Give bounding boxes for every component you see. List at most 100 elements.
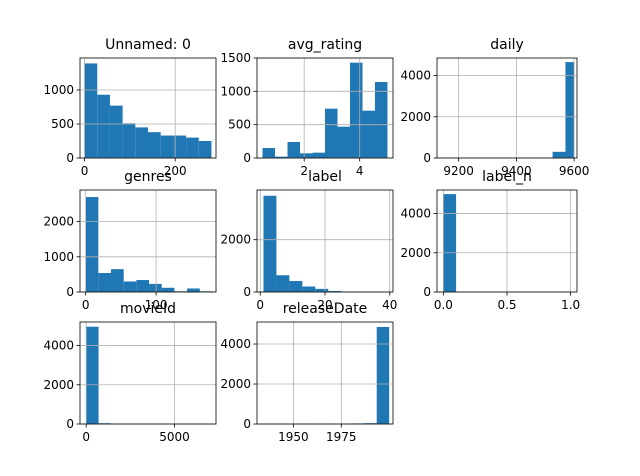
genres-bar-1 — [98, 273, 111, 292]
movieid-xtick-label-0: 0 — [82, 430, 90, 444]
label-xtick-label-2: 40 — [382, 298, 397, 312]
avg-rating-ytick-label-3: 1500 — [220, 51, 251, 65]
genres-bar-0 — [85, 197, 99, 292]
unnamed-0-bar-2 — [109, 105, 123, 158]
unnamed-0-bar-7 — [173, 135, 187, 158]
daily-ytick-label-1: 2000 — [400, 110, 431, 124]
label-bar-4 — [315, 288, 329, 292]
daily-xtick-label-2: 9600 — [559, 164, 590, 178]
movieid-axes-frame — [79, 321, 217, 425]
unnamed-0-bar-0 — [84, 63, 98, 158]
releasedate-ytick-label-1: 2000 — [220, 377, 251, 391]
daily-xtick-label-1: 9400 — [501, 164, 532, 178]
daily-bar-9 — [552, 151, 566, 158]
unnamed-0-ytick-label-2: 1000 — [43, 83, 74, 97]
genres-bar-4 — [136, 280, 150, 292]
movieid-bar-0 — [86, 326, 99, 424]
genres-ytick-label-2: 2000 — [43, 215, 74, 229]
releasedate-title: releaseDate — [283, 301, 368, 317]
unnamed-0-axes-frame — [79, 57, 217, 159]
avg-rating-bar-2 — [287, 142, 301, 158]
avg-rating-axes-frame — [256, 57, 394, 159]
avg-rating-bar-8 — [362, 110, 375, 158]
genres-ytick-label-0: 0 — [66, 285, 74, 299]
label-n-xtick-label-2: 1.0 — [561, 298, 580, 312]
panel-label: 0 20 40 0 2000 label — [220, 169, 397, 312]
avg-rating-xtick-label-0: 2 — [300, 164, 308, 178]
unnamed-0-bar-4 — [135, 127, 148, 158]
avg-rating-bar-1 — [275, 156, 288, 158]
movieid-xtick-label-1: 5000 — [159, 430, 190, 444]
releasedate-ytick-label-2: 4000 — [220, 337, 251, 351]
genres-xtick-label-1: 100 — [145, 298, 168, 312]
daily-xtick-label-0: 9200 — [443, 164, 474, 178]
label-n-xtick-label-1: 0.5 — [497, 298, 516, 312]
daily-ytick-label-2: 4000 — [400, 69, 431, 83]
avg-rating-xtick-label-1: 4 — [356, 164, 364, 178]
label-ytick-label-1: 2000 — [220, 233, 251, 247]
genres-bar-6 — [161, 287, 175, 292]
movieid-ytick-label-1: 2000 — [43, 378, 74, 392]
label-bar-0 — [263, 195, 277, 292]
daily-ytick-label-0: 0 — [423, 151, 431, 165]
avg-rating-bar-3 — [300, 153, 313, 158]
label-bar-5 — [328, 290, 342, 292]
panel-movieid: 0 5000 0 2000 4000 movieId — [43, 301, 217, 444]
label-n-ytick-label-2: 4000 — [400, 207, 431, 221]
label-n-ytick-label-0: 0 — [423, 285, 431, 299]
label-bar-2 — [289, 281, 303, 292]
avg-rating-ytick-label-2: 1000 — [220, 84, 251, 98]
label-n-ytick-label-1: 2000 — [400, 246, 431, 260]
unnamed-0-bar-5 — [148, 132, 161, 158]
unnamed-0-ytick-label-0: 0 — [66, 151, 74, 165]
daily-title: daily — [490, 37, 524, 53]
genres-bar-5 — [149, 283, 162, 292]
avg-rating-bar-4 — [312, 152, 325, 158]
avg-rating-bar-0 — [262, 148, 276, 158]
avg-rating-ytick-label-0: 0 — [243, 151, 251, 165]
label-bar-1 — [276, 275, 290, 292]
label-n-xtick-label-0: 0.0 — [434, 298, 453, 312]
unnamed-0-bar-6 — [160, 135, 174, 158]
avg-rating-ytick-label-1: 500 — [228, 118, 251, 132]
movieid-ytick-label-2: 4000 — [43, 339, 74, 353]
panel-label-n: 0.0 0.5 1.0 0 2000 4000 label_n — [400, 169, 580, 312]
genres-xtick-label-0: 0 — [82, 298, 90, 312]
panel-daily: 9200 9400 9600 0 2000 4000 daily — [400, 37, 589, 178]
avg-rating-bar-6 — [337, 126, 350, 158]
label-n-title: label_n — [482, 169, 532, 185]
avg-rating-bar-9 — [374, 82, 388, 158]
genres-bar-8 — [187, 288, 200, 292]
genres-axes-frame — [79, 189, 217, 293]
label-n-bar-0 — [443, 194, 457, 292]
panel-releasedate: 1950 1975 0 2000 4000 releaseDate — [220, 301, 394, 444]
genres-bar-3 — [123, 281, 137, 292]
label-xtick-label-0: 0 — [256, 298, 264, 312]
daily-bar-10 — [565, 62, 575, 159]
genres-bar-2 — [111, 269, 124, 292]
daily-axes-frame — [436, 57, 578, 159]
label-title: label — [308, 169, 342, 185]
unnamed-0-ytick-label-1: 500 — [51, 117, 74, 131]
label-bar-3 — [302, 286, 316, 292]
panel-avg-rating: 2 4 0 500 1000 1500 avg_rating — [220, 37, 394, 178]
label-ytick-label-0: 0 — [243, 285, 251, 299]
movieid-ytick-label-0: 0 — [66, 417, 74, 431]
unnamed-0-bar-1 — [97, 94, 110, 158]
releasedate-axes-frame — [256, 321, 394, 425]
avg-rating-bar-5 — [325, 108, 338, 158]
releasedate-bar-9 — [376, 327, 390, 424]
unnamed-0-xtick-label-0: 0 — [81, 164, 89, 178]
panel-unnamed-0: 0 200 0 500 1000 Unnamed: 0 — [43, 37, 217, 178]
unnamed-0-bar-9 — [198, 140, 212, 158]
unnamed-0-xtick-label-1: 200 — [164, 164, 187, 178]
genres-ytick-label-1: 1000 — [43, 250, 74, 264]
avg-rating-title: avg_rating — [288, 37, 362, 53]
genres-title: genres — [124, 169, 172, 185]
unnamed-0-bar-3 — [122, 123, 136, 158]
releasedate-xtick-label-1: 1975 — [326, 430, 357, 444]
releasedate-ytick-label-0: 0 — [243, 417, 251, 431]
avg-rating-bar-7 — [349, 62, 363, 158]
